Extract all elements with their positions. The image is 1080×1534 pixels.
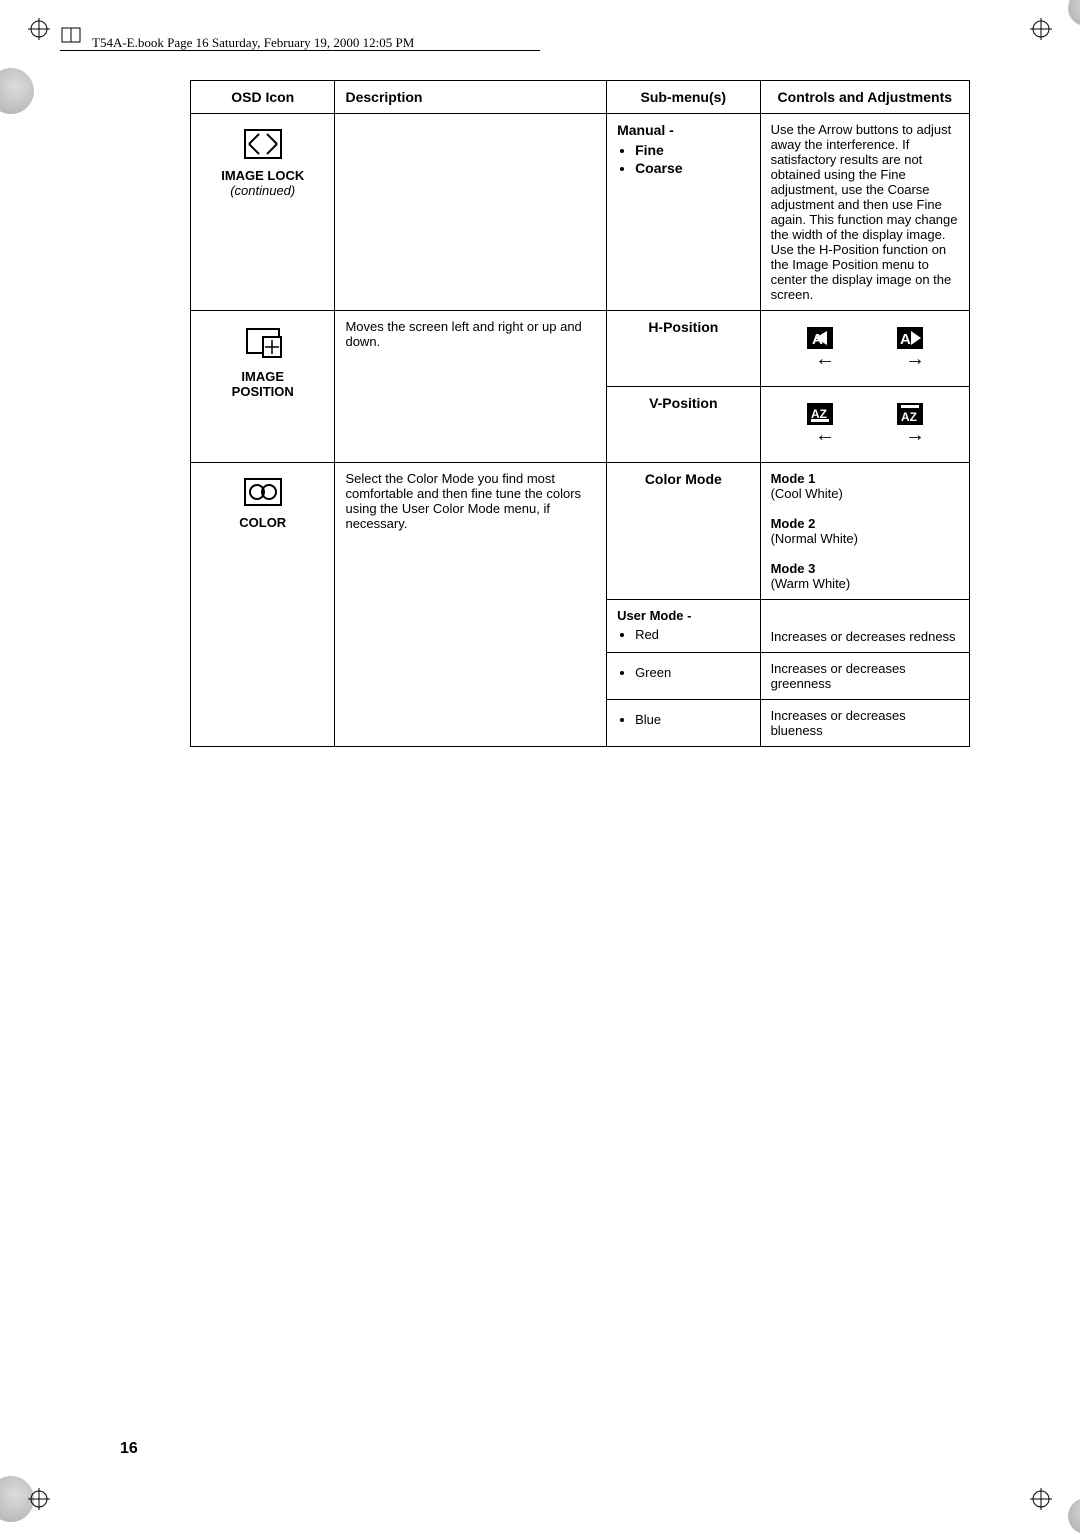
color-icon [241, 475, 285, 509]
color-mode-options: Mode 1 (Cool White) Mode 2 (Normal White… [760, 463, 969, 600]
mode2-label: Mode 2 [771, 516, 816, 531]
manual-item: Fine [635, 142, 750, 158]
right-adjust-icon: A→ [893, 325, 927, 372]
user-mode-blue: Blue [607, 700, 761, 747]
blue-control: Increases or decreases blueness [760, 700, 969, 747]
mode1-label: Mode 1 [771, 471, 816, 486]
up-adjust-icon: AZ→ [893, 401, 927, 448]
svg-text:AZ: AZ [901, 410, 917, 424]
h-position-controls: A← A→ [760, 311, 969, 387]
user-mode-label: User Mode - [617, 608, 691, 623]
row-image-lock: IMAGE LOCK (continued) Manual - Fine Coa… [191, 114, 970, 311]
left-adjust-icon: A← [803, 325, 837, 372]
col-controls: Controls and Adjustments [760, 81, 969, 114]
image-lock-sublabel: (continued) [201, 183, 324, 198]
image-lock-label: IMAGE LOCK [201, 168, 324, 183]
desc-color: Select the Color Mode you find most comf… [335, 463, 607, 747]
down-adjust-icon: AZ ← [803, 401, 837, 448]
svg-text:AZ: AZ [811, 407, 827, 421]
icon-cell-color: COLOR [191, 463, 335, 747]
color-mode-label: Color Mode [607, 463, 761, 600]
col-submenu: Sub-menu(s) [607, 81, 761, 114]
svg-text:A: A [900, 331, 911, 348]
red-control: Increases or decreases redness [760, 600, 969, 653]
crop-mark-icon [28, 1488, 50, 1510]
green-item: Green [635, 665, 750, 680]
page-number: 16 [120, 1440, 138, 1458]
manual-title: Manual - [617, 122, 674, 138]
book-spread-icon [60, 24, 82, 46]
page-container: T54A-E.book Page 16 Saturday, February 1… [0, 0, 1080, 1528]
red-item: Red [635, 627, 750, 642]
svg-text:→: → [905, 348, 925, 369]
svg-text:→: → [905, 424, 925, 445]
osd-table: OSD Icon Description Sub-menu(s) Control… [190, 80, 970, 747]
green-control: Increases or decreases greenness [760, 653, 969, 700]
crop-mark-icon [28, 18, 50, 40]
crop-mark-icon [1030, 1488, 1052, 1510]
v-position-label: V-Position [607, 387, 761, 463]
user-mode-green: Green [607, 653, 761, 700]
header-filename: T54A-E.book Page 16 Saturday, February 1… [92, 35, 414, 51]
mode2-sub: (Normal White) [771, 531, 858, 546]
col-description: Description [335, 81, 607, 114]
color-label: COLOR [201, 515, 324, 530]
col-osd-icon: OSD Icon [191, 81, 335, 114]
image-position-label-2: POSITION [201, 384, 324, 399]
table-header-row: OSD Icon Description Sub-menu(s) Control… [191, 81, 970, 114]
mode3-sub: (Warm White) [771, 576, 851, 591]
crop-mark-icon [1030, 18, 1052, 40]
icon-cell-image-lock: IMAGE LOCK (continued) [191, 114, 335, 311]
decorative-circle [0, 68, 34, 114]
desc-image-lock [335, 114, 607, 311]
svg-text:←: ← [815, 424, 835, 445]
decorative-circle [1068, 0, 1080, 26]
icon-cell-image-position: IMAGE POSITION [191, 311, 335, 463]
v-position-controls: AZ← AZ→ [760, 387, 969, 463]
image-lock-icon [241, 126, 285, 162]
manual-list: Fine Coarse [617, 142, 750, 176]
mode3-label: Mode 3 [771, 561, 816, 576]
manual-item: Coarse [635, 160, 750, 176]
submenu-manual: Manual - Fine Coarse [607, 114, 761, 311]
row-color-mode: COLOR Select the Color Mode you find mos… [191, 463, 970, 600]
blue-item: Blue [635, 712, 750, 727]
image-position-label-1: IMAGE [201, 369, 324, 384]
controls-image-lock: Use the Arrow buttons to adjust away the… [760, 114, 969, 311]
h-position-label: H-Position [607, 311, 761, 387]
user-mode-red: User Mode - Red [607, 600, 761, 653]
decorative-circle [1068, 1498, 1080, 1534]
mode1-sub: (Cool White) [771, 486, 843, 501]
svg-text:←: ← [815, 348, 835, 369]
row-image-position-h: IMAGE POSITION Moves the screen left and… [191, 311, 970, 387]
image-position-icon [241, 323, 285, 363]
desc-image-position: Moves the screen left and right or up an… [335, 311, 607, 463]
